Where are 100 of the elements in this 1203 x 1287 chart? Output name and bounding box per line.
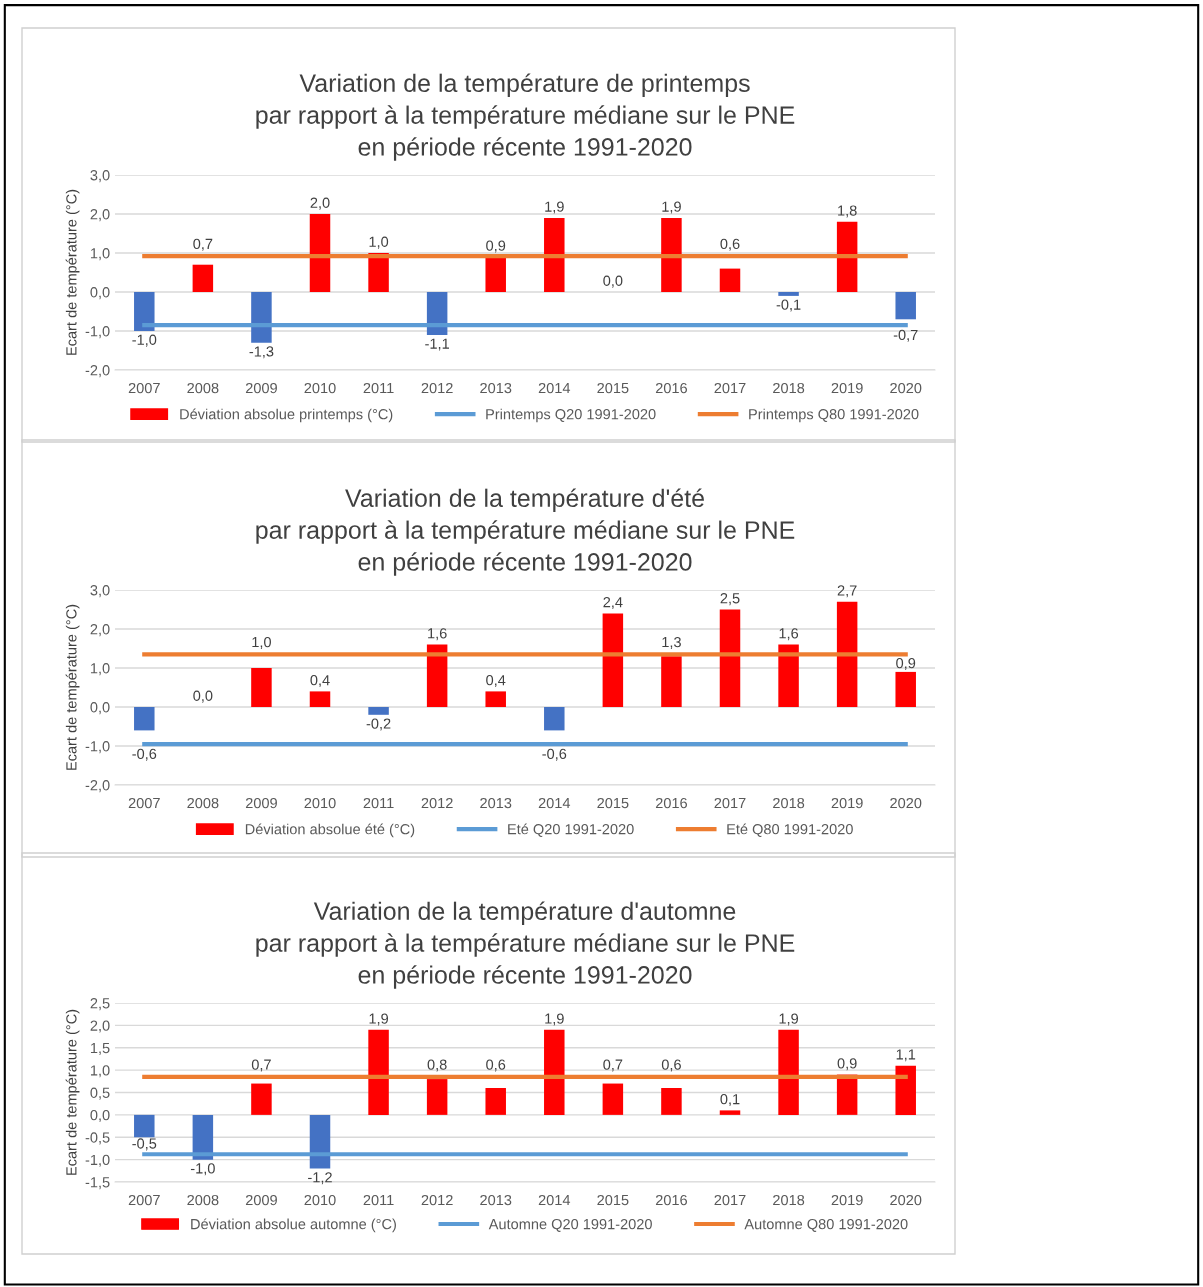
data-label: 0,6 — [486, 1059, 506, 1072]
y-tick-label: -2,0 — [85, 780, 110, 793]
y-tick-label: -2,0 — [85, 365, 110, 378]
bar — [895, 1065, 916, 1115]
y-axis-title: Ecart de température (°C) — [65, 189, 80, 355]
chart-title: Variation de la température d'automne par rapport à la température médiane sur le PNE en période récente 1991-2020 — [256, 901, 795, 989]
x-tick-label: 2019 — [831, 382, 863, 394]
data-label: 1,0 — [369, 236, 389, 249]
bar — [426, 644, 448, 707]
x-tick-label: 2017 — [714, 797, 746, 809]
x-tick-label: 2019 — [831, 797, 863, 809]
x-tick-label: 2007 — [128, 382, 160, 394]
data-label: 0,6 — [720, 238, 740, 251]
y-tick-label: 0,0 — [90, 287, 110, 300]
x-tick-label: 2015 — [597, 382, 629, 394]
y-tick-label: 2,0 — [90, 624, 110, 637]
x-tick-label: 2019 — [831, 1194, 863, 1206]
bar — [544, 217, 565, 292]
bar — [836, 221, 858, 292]
x-tick-label: 2015 — [597, 797, 629, 809]
x-tick-label: 2020 — [890, 1194, 922, 1206]
bar — [778, 292, 799, 296]
y-tick-label: 0,0 — [90, 702, 110, 715]
y-tick-label: -0,5 — [85, 1132, 110, 1145]
bar — [544, 707, 565, 731]
y-tick-label: 3,0 — [90, 170, 110, 183]
bar — [426, 1079, 448, 1115]
x-tick-label: 2013 — [480, 797, 512, 809]
bar — [309, 1114, 331, 1169]
bar — [134, 292, 155, 331]
x-tick-label: 2008 — [187, 382, 219, 394]
bar — [778, 1029, 799, 1115]
x-tick-label: 2008 — [187, 797, 219, 809]
data-label: 1,9 — [545, 1013, 564, 1026]
bar — [485, 1088, 506, 1115]
bar — [719, 1110, 741, 1115]
legend-label: Printemps Q20 1991-2020 — [486, 408, 656, 423]
data-label: -1,3 — [249, 346, 274, 359]
data-label: -1,1 — [425, 338, 449, 351]
x-tick-label: 2008 — [187, 1194, 219, 1206]
x-tick-label: 2014 — [538, 797, 571, 809]
legend-label: Automne Q80 1991-2020 — [744, 1218, 908, 1232]
data-label: -0,2 — [366, 718, 391, 731]
y-tick-label: -1,0 — [85, 326, 110, 339]
y-tick-label: 1,0 — [90, 1065, 110, 1078]
data-label: 1,1 — [896, 1049, 916, 1062]
y-tick-label: 0,5 — [90, 1087, 110, 1100]
bar — [368, 1029, 389, 1115]
legend-label: Déviation absolue automne (°C) — [191, 1218, 396, 1233]
y-axis-title: Ecart de température (°C) — [65, 1009, 80, 1175]
bar — [778, 644, 799, 707]
x-tick-label: 2020 — [890, 797, 922, 809]
data-label: 0,8 — [427, 1059, 447, 1072]
y-tick-label: 1,0 — [90, 663, 110, 676]
x-tick-label: 2014 — [538, 1194, 571, 1206]
legend-label: Déviation absolue printemps (°C) — [180, 408, 393, 423]
x-tick-label: 2020 — [890, 382, 922, 394]
y-tick-label: 2,0 — [90, 1020, 110, 1033]
y-axis-title: Ecart de température (°C) — [65, 604, 80, 770]
y-tick-label: -1,0 — [85, 1154, 110, 1167]
data-label: 0,9 — [486, 240, 506, 253]
bar — [661, 656, 682, 707]
bar — [192, 264, 214, 292]
y-tick-label: 1,0 — [90, 248, 110, 261]
data-label: 1,9 — [662, 201, 681, 214]
x-tick-label: 2009 — [245, 797, 277, 809]
data-label: 2,7 — [837, 585, 857, 598]
data-label: 1,6 — [779, 628, 799, 641]
data-label: 2,5 — [720, 593, 740, 606]
x-tick-label: 2011 — [363, 1194, 394, 1206]
legend-label: Automne Q20 1991-2020 — [488, 1218, 652, 1232]
bar — [309, 691, 331, 707]
legend-label: Eté Q20 1991-2020 — [508, 823, 634, 837]
bar — [368, 707, 389, 715]
bar — [485, 256, 506, 292]
x-tick-label: 2012 — [421, 1194, 453, 1206]
x-tick-label: 2010 — [304, 1194, 336, 1206]
data-label: 0,6 — [661, 1059, 681, 1072]
bar — [134, 1114, 155, 1138]
x-tick-label: 2011 — [363, 797, 394, 809]
x-tick-label: 2013 — [480, 1194, 512, 1206]
data-label: -0,7 — [893, 329, 918, 342]
y-tick-label: 1,5 — [90, 1043, 110, 1055]
data-label: -0,6 — [132, 748, 157, 761]
data-label: 0,9 — [896, 657, 916, 671]
data-label: -0,6 — [542, 748, 567, 761]
y-tick-label: -1,5 — [85, 1177, 110, 1190]
data-label: 1,0 — [252, 636, 271, 649]
x-tick-label: 2010 — [304, 382, 336, 394]
x-tick-label: 2015 — [597, 1194, 629, 1206]
bar — [661, 1088, 682, 1115]
data-label: 0,1 — [720, 1093, 740, 1107]
x-tick-label: 2016 — [655, 382, 688, 394]
bar — [895, 292, 916, 320]
bar — [895, 671, 916, 707]
data-label: 0,7 — [193, 238, 213, 251]
bar — [544, 1029, 565, 1115]
x-tick-label: 2013 — [480, 382, 512, 394]
x-tick-label: 2014 — [538, 382, 571, 394]
bar — [251, 668, 272, 707]
